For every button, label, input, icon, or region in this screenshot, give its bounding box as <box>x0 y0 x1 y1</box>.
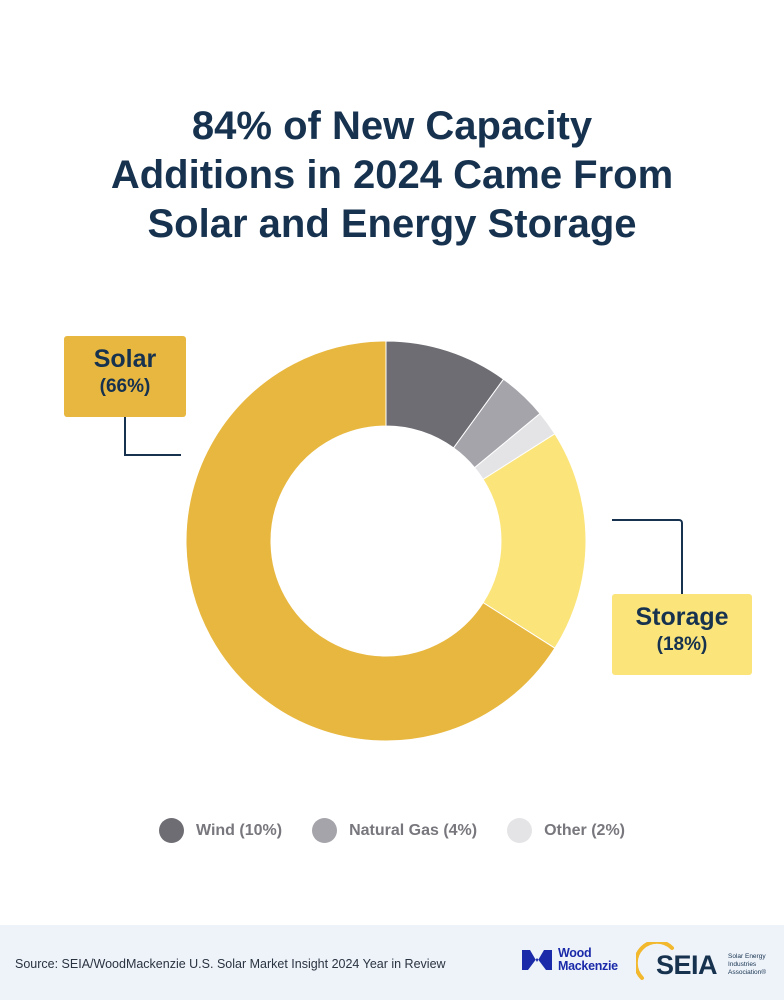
seia-wordmark: SEIA <box>656 950 718 980</box>
legend-label: Wind (10%) <box>195 821 283 839</box>
wood-mackenzie-logo: Wood Mackenzie <box>522 947 618 973</box>
legend-swatch <box>158 818 184 843</box>
legend-label: Other (2%) <box>544 821 626 839</box>
legend: Wind (10%) Natural Gas (4%) Other (2%) <box>0 818 784 843</box>
storage-callout-name: Storage <box>635 603 729 631</box>
storage-callout-pct: (18%) <box>656 634 708 655</box>
legend-swatch <box>312 818 338 843</box>
donut-chart <box>185 340 587 742</box>
solar-leader-line <box>124 417 181 456</box>
seia-sun-arc-icon <box>636 942 674 980</box>
chart-title: 84% of New Capacity Additions in 2024 Ca… <box>0 102 784 249</box>
seia-sub-line: Association® <box>728 969 767 976</box>
wm-word: Mackenzie <box>558 959 618 973</box>
wood-mackenzie-wordmark: Wood Mackenzie <box>558 947 618 973</box>
donut-slice-storage <box>482 433 587 649</box>
legend-item-natural-gas: Natural Gas (4%) <box>312 818 477 843</box>
title-line: Solar and Energy Storage <box>147 202 637 246</box>
legend-swatch <box>507 818 533 843</box>
legend-item-other: Other (2%) <box>507 818 625 843</box>
seia-sub-line: Industries <box>728 961 757 968</box>
legend-item-wind: Wind (10%) <box>158 818 283 843</box>
solar-callout-pct: (66%) <box>99 376 151 397</box>
donut-slice-solar <box>185 340 556 742</box>
title-line: 84% of New Capacity <box>191 104 593 148</box>
legend-label: Natural Gas (4%) <box>349 821 478 839</box>
solar-callout: Solar (66%) <box>64 336 186 417</box>
solar-callout-name: Solar <box>93 345 157 373</box>
storage-callout: Storage (18%) <box>612 594 752 675</box>
source-note: Source: SEIA/WoodMackenzie U.S. Solar Ma… <box>15 957 446 971</box>
title-line: Additions in 2024 Came From <box>110 153 674 197</box>
wood-mackenzie-mark-icon <box>522 950 552 970</box>
footer: Source: SEIA/WoodMackenzie U.S. Solar Ma… <box>0 925 784 1000</box>
seia-sub-line: Solar Energy <box>728 953 766 960</box>
storage-leader-line <box>612 519 683 596</box>
seia-subtitle: Solar Energy Industries Association® <box>728 953 778 977</box>
wm-word: Wood <box>558 946 592 960</box>
